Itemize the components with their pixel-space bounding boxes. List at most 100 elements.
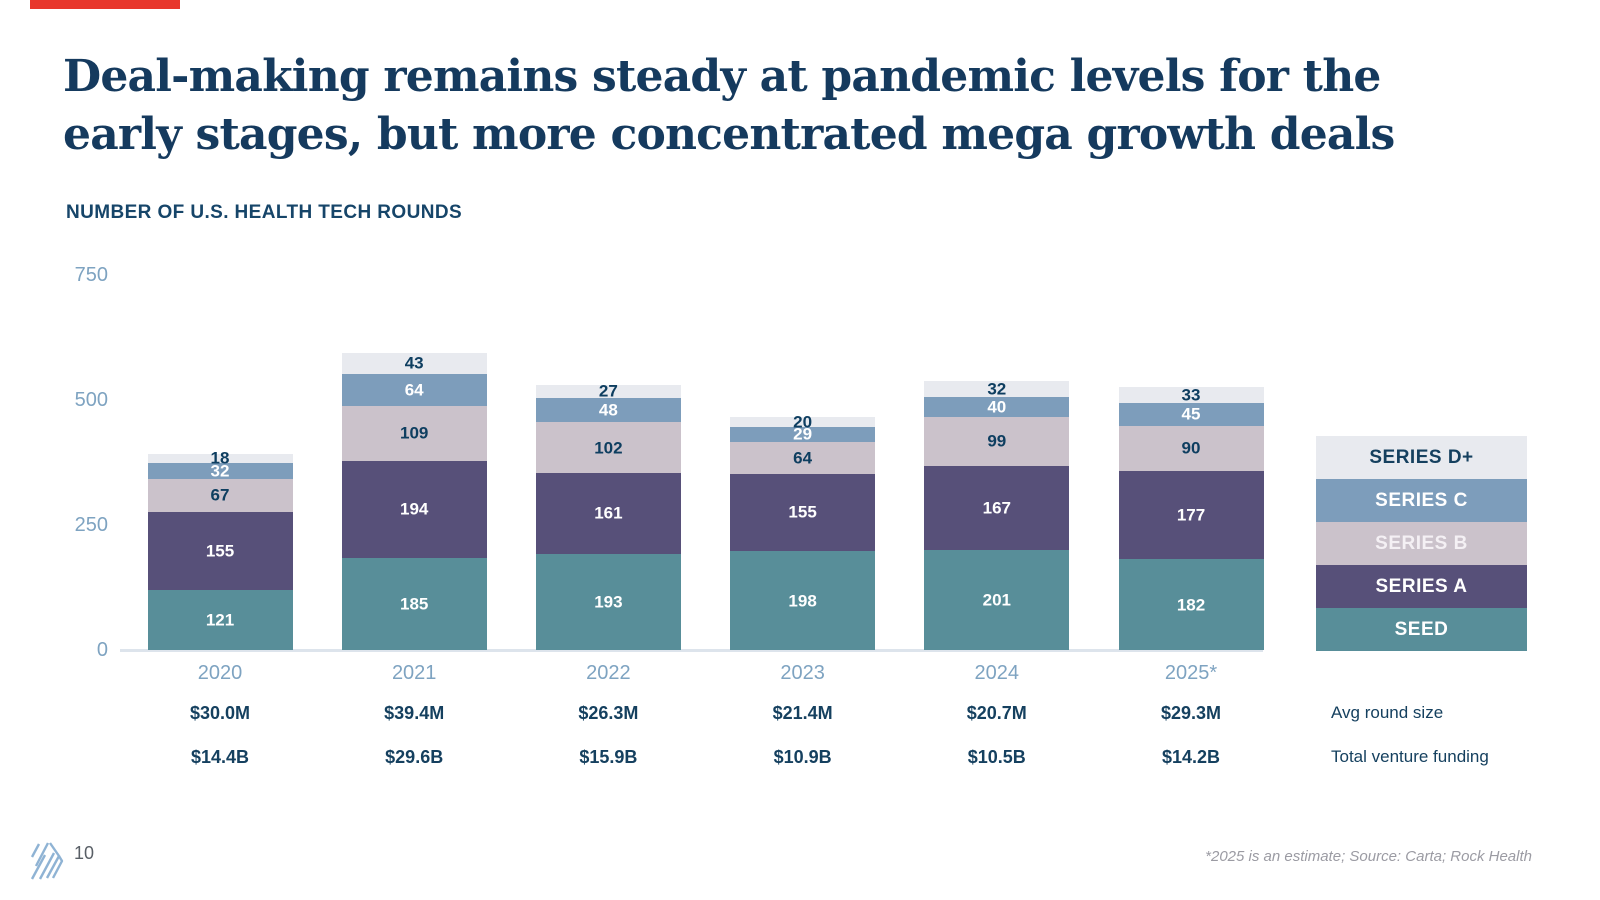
total-venture-funding-value: $14.4B [190, 747, 250, 767]
bar-column: 121 155 67 32 18 2020 [147, 450, 293, 684]
bar-segment-value: 45 [1181, 404, 1201, 424]
total-venture-funding-value: $15.9B [579, 747, 638, 767]
legend-item: SERIES A [1316, 565, 1527, 608]
avg-round-size-value: $21.4M [772, 703, 833, 723]
bar-segment: 167 [924, 466, 1070, 550]
bar-segment: 43 [341, 352, 487, 374]
x-axis-label: 2023 [780, 662, 825, 684]
bar-segment: 155 [147, 512, 293, 590]
bar-segment-value: 102 [594, 438, 623, 457]
bar-segment: 40 [924, 396, 1070, 417]
bar-segment: 32 [924, 379, 1070, 398]
bar-segment: 90 [1118, 425, 1264, 471]
bar-segment: 198 [730, 551, 876, 650]
bar-segment: 67 [147, 478, 293, 512]
bar-segment: 99 [924, 416, 1070, 466]
bar-segment: 33 [1118, 385, 1264, 405]
x-axis-label: 2021 [391, 662, 437, 684]
bar-segment: 32 [147, 461, 293, 480]
bar-segment: 20 [730, 414, 876, 431]
bar-column: 198 155 64 29 20 2023 [730, 414, 876, 684]
y-axis-tick: 500 [74, 389, 108, 411]
bar-segment: 18 [147, 450, 293, 467]
bar-segment-value: 193 [594, 592, 623, 612]
bar-segment-value: 155 [205, 541, 235, 561]
y-axis-tick: 750 [74, 264, 108, 286]
bar-segment: 193 [535, 553, 681, 650]
legend-item: SEED [1316, 608, 1527, 651]
y-axis-tick: 0 [96, 639, 108, 661]
bar-segment-value: 29 [793, 424, 813, 444]
bar-segment: 27 [535, 381, 681, 401]
total-venture-funding-value: $29.6B [385, 747, 444, 767]
bar-segment: 201 [924, 549, 1070, 650]
avg-round-size-value: $26.3M [578, 703, 639, 723]
chart-title: NUMBER OF U.S. HEALTH TECH ROUNDS [66, 202, 463, 223]
total-venture-funding-label: Total venture funding [1331, 747, 1489, 766]
bar-segment: 161 [535, 473, 681, 554]
bar-segment-value: 201 [982, 590, 1011, 610]
bar-column: 201 167 99 40 32 2024 [924, 379, 1070, 684]
bar-segment-value: 167 [982, 498, 1011, 518]
bar-segment-value: 185 [400, 594, 429, 614]
x-axis-label: 2020 [197, 662, 243, 684]
bar-segment: 29 [730, 424, 876, 444]
bar-column: 193 161 102 48 27 2022 [535, 381, 681, 684]
footnote: *2025 is an estimate; Source: Carta; Roc… [1205, 848, 1532, 865]
bar-segment-value: 64 [793, 448, 813, 467]
bar-segment-value: 198 [788, 591, 817, 610]
bar-segment: 194 [341, 460, 487, 558]
bar-column: 182 177 90 45 33 2025* [1118, 385, 1264, 684]
title-line-2: early stages, but more concentrated mega… [63, 109, 1395, 161]
bar-column: 185 194 109 64 43 2021 [341, 352, 487, 684]
bar-segment-value: 194 [400, 499, 429, 519]
total-venture-funding-value: $10.9B [773, 747, 832, 767]
page-number: 10 [74, 843, 95, 863]
bar-segment-value: 48 [598, 400, 618, 420]
y-axis-tick: 250 [74, 514, 108, 536]
bar-segment-value: 32 [210, 461, 230, 480]
bar-segment: 64 [341, 374, 487, 406]
bar-segment: 48 [535, 398, 681, 422]
bar-segment-value: 18 [210, 448, 230, 468]
legend: SERIES D+ SERIES C SERIES B SERIES A SEED [1316, 436, 1527, 651]
legend-item: SERIES D+ [1316, 436, 1527, 479]
bar-segment-value: 90 [1181, 438, 1201, 458]
bar-segment: 64 [730, 441, 876, 474]
rock-health-logo-icon [30, 842, 64, 880]
bar-segment-value: 67 [210, 485, 230, 505]
avg-round-size-value: $30.0M [189, 703, 251, 723]
bar-segment-value: 33 [1181, 385, 1201, 405]
avg-round-size-label: Avg round size [1331, 703, 1444, 722]
title-line-1: Deal-making remains steady at pandemic l… [63, 51, 1381, 102]
bar-segment: 121 [147, 589, 293, 650]
total-venture-funding-value: $14.2B [1161, 747, 1221, 767]
legend-item: SERIES B [1316, 522, 1527, 565]
avg-round-size-value: $39.4M [384, 703, 445, 723]
bar-segment: 182 [1118, 559, 1264, 650]
total-venture-funding-value: $10.5B [967, 747, 1026, 767]
x-axis-line [120, 649, 1263, 652]
bar-segment: 109 [341, 406, 487, 461]
bar-segment-value: 182 [1176, 595, 1206, 614]
bar-segment-value: 64 [404, 380, 424, 400]
bar-segment: 155 [730, 473, 876, 551]
bar-segment: 45 [1118, 403, 1264, 426]
bar-segment-value: 161 [594, 503, 623, 523]
accent-bar [30, 0, 180, 9]
x-axis-label: 2025* [1164, 662, 1218, 684]
bar-segment-value: 40 [987, 397, 1007, 416]
bar-segment-value: 121 [205, 610, 235, 630]
x-axis-label: 2024 [974, 662, 1020, 684]
bar-segment-value: 177 [1176, 505, 1206, 525]
slide-title: Deal-making remains steady at pandemic l… [63, 48, 1423, 164]
bar-segment: 185 [341, 557, 487, 650]
bar-segment-value: 27 [598, 381, 618, 401]
legend-item: SERIES C [1316, 479, 1527, 522]
bar-segment-value: 32 [987, 379, 1007, 398]
bar-segment-value: 109 [400, 423, 429, 443]
bar-segment-value: 155 [788, 502, 817, 522]
bar-segment: 102 [535, 422, 681, 473]
